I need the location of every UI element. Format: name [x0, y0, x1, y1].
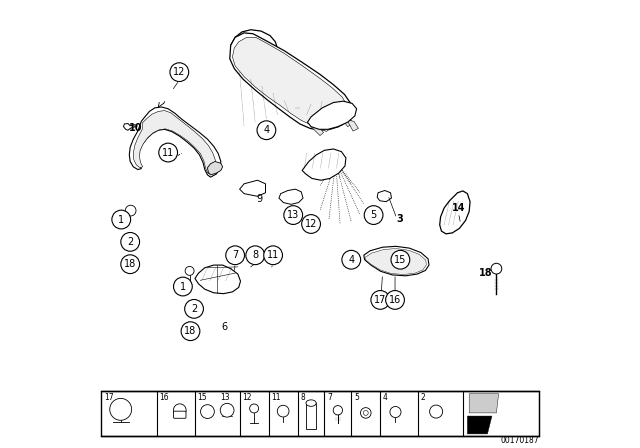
Polygon shape [348, 121, 358, 131]
Text: 18: 18 [124, 259, 136, 269]
Circle shape [112, 210, 131, 229]
Text: 16: 16 [389, 295, 401, 305]
Text: 10: 10 [129, 123, 142, 133]
Polygon shape [129, 107, 221, 177]
Text: 16: 16 [159, 393, 170, 402]
Circle shape [429, 405, 443, 418]
Polygon shape [440, 191, 470, 234]
Circle shape [390, 406, 401, 418]
Circle shape [250, 404, 259, 413]
Circle shape [386, 291, 404, 309]
Circle shape [364, 410, 368, 415]
Circle shape [333, 405, 342, 415]
Text: 6: 6 [221, 322, 227, 332]
Text: 4: 4 [263, 125, 269, 135]
Polygon shape [365, 249, 426, 275]
Circle shape [173, 404, 186, 417]
Text: 4: 4 [348, 255, 355, 265]
Polygon shape [279, 189, 303, 204]
Circle shape [181, 322, 200, 340]
Polygon shape [364, 246, 429, 276]
Circle shape [170, 63, 189, 82]
Text: 17: 17 [374, 295, 387, 305]
Polygon shape [124, 124, 137, 130]
Polygon shape [469, 394, 499, 413]
Circle shape [301, 215, 321, 233]
Polygon shape [311, 124, 324, 136]
Text: 9: 9 [257, 194, 263, 204]
Circle shape [360, 408, 371, 418]
Circle shape [173, 277, 192, 296]
Circle shape [364, 206, 383, 224]
Polygon shape [195, 265, 241, 294]
Text: 7: 7 [327, 393, 332, 402]
Circle shape [391, 250, 410, 269]
Circle shape [257, 121, 276, 140]
Circle shape [342, 250, 361, 269]
Circle shape [121, 255, 140, 274]
Polygon shape [324, 119, 339, 128]
Circle shape [121, 233, 140, 251]
Polygon shape [232, 37, 348, 127]
Polygon shape [207, 161, 223, 175]
Text: 8: 8 [252, 250, 259, 260]
Circle shape [200, 405, 214, 418]
FancyBboxPatch shape [173, 411, 186, 418]
Text: 2: 2 [127, 237, 133, 247]
Polygon shape [377, 190, 392, 202]
Bar [306, 403, 316, 429]
Circle shape [264, 246, 282, 265]
Text: 11: 11 [267, 250, 279, 260]
Circle shape [277, 405, 289, 417]
Polygon shape [467, 416, 492, 434]
Ellipse shape [306, 400, 316, 406]
Text: 14: 14 [452, 203, 465, 213]
Text: 5: 5 [371, 210, 377, 220]
Polygon shape [133, 111, 216, 174]
Circle shape [226, 246, 244, 265]
Circle shape [125, 205, 136, 216]
Text: 3: 3 [396, 214, 403, 224]
Circle shape [159, 143, 177, 162]
Circle shape [246, 246, 264, 265]
Text: 2: 2 [421, 393, 426, 402]
Text: 2: 2 [191, 304, 197, 314]
Text: 8: 8 [300, 393, 305, 402]
Text: 00170187: 00170187 [500, 436, 539, 445]
Text: 17: 17 [104, 393, 113, 402]
Polygon shape [239, 180, 266, 196]
Circle shape [284, 206, 303, 224]
Text: 5: 5 [354, 393, 359, 402]
Text: 7: 7 [232, 250, 238, 260]
Text: 11: 11 [271, 393, 281, 402]
Polygon shape [316, 121, 331, 132]
Text: 18: 18 [184, 326, 196, 336]
Text: 18: 18 [479, 268, 493, 278]
Bar [101, 392, 539, 436]
Circle shape [491, 263, 502, 274]
Circle shape [185, 299, 204, 318]
Polygon shape [230, 33, 352, 130]
Circle shape [371, 291, 390, 309]
Circle shape [185, 267, 194, 276]
Text: 15: 15 [198, 393, 207, 402]
Text: 4: 4 [383, 393, 388, 402]
Polygon shape [333, 117, 347, 126]
Text: 1: 1 [180, 281, 186, 292]
Text: 15: 15 [394, 255, 406, 265]
Text: 12: 12 [243, 393, 252, 402]
Polygon shape [230, 30, 278, 64]
Text: 1: 1 [118, 215, 124, 224]
Text: 13: 13 [220, 393, 230, 402]
Polygon shape [307, 101, 356, 129]
Polygon shape [302, 149, 346, 180]
Circle shape [220, 403, 234, 417]
Text: 11: 11 [162, 147, 174, 158]
Text: 12: 12 [305, 219, 317, 229]
Text: 12: 12 [173, 67, 186, 77]
Text: 13: 13 [287, 210, 300, 220]
Circle shape [109, 398, 132, 420]
Polygon shape [341, 117, 353, 127]
